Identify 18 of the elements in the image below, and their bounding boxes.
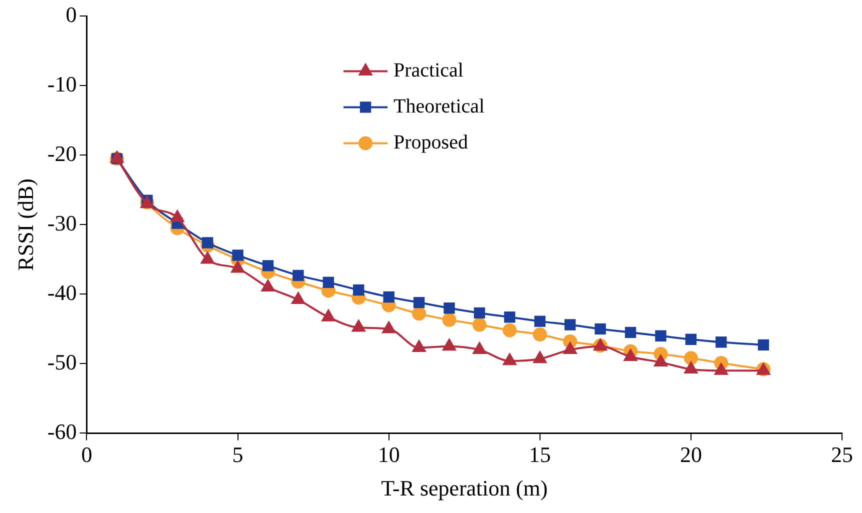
y-tick-label: -10 [47, 71, 77, 96]
x-tick-label: 15 [528, 442, 551, 468]
y-tick-label: -60 [47, 418, 77, 444]
y-tick-label: 0 [66, 2, 77, 27]
x-tick-label: 5 [232, 442, 244, 468]
y-tick-label: -40 [47, 280, 77, 305]
legend-label: Theoretical [394, 95, 486, 118]
y-axis-title: RSSI (dB) [12, 178, 38, 271]
legend-label: Proposed [394, 131, 468, 154]
x-tick-label: 0 [81, 442, 92, 468]
legend-label: Practical [394, 59, 464, 82]
x-tick-label: 25 [831, 442, 853, 468]
x-axis-title: T-R seperation (m) [381, 476, 548, 501]
y-tick-label: -50 [47, 349, 77, 374]
x-tick-label: 20 [680, 442, 702, 468]
y-tick-label: -30 [47, 210, 77, 236]
y-tick-label: -20 [47, 140, 77, 166]
x-tick-label: 10 [378, 442, 400, 468]
